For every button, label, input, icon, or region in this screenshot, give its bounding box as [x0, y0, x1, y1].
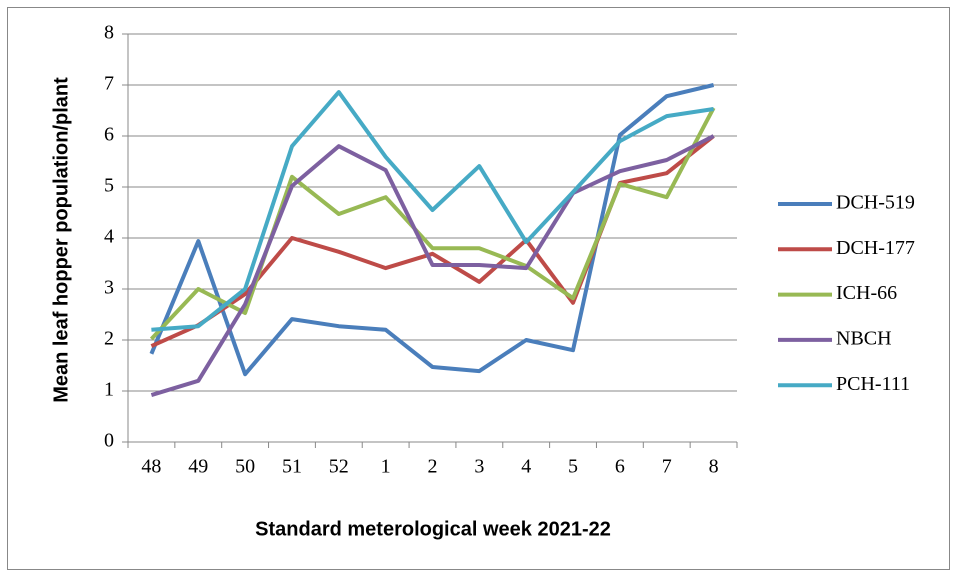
y-tick-label: 7 [104, 73, 114, 95]
x-tick-label: 48 [141, 456, 161, 478]
x-tick-label: 5 [568, 456, 578, 478]
x-tick-label: 52 [329, 456, 349, 478]
y-tick-label: 0 [104, 430, 114, 452]
x-tick-label: 2 [428, 456, 438, 478]
legend-label: DCH-519 [836, 192, 915, 214]
series-line [149, 83, 715, 377]
y-tick-label: 8 [104, 22, 114, 44]
legend-label: NBCH [836, 327, 892, 349]
x-tick-label: 1 [381, 456, 391, 478]
x-axis-title: Standard meterological week 2021-22 [255, 518, 611, 540]
y-tick-label: 5 [104, 175, 114, 197]
legend-label: DCH-177 [836, 237, 915, 259]
y-tick-label: 4 [104, 226, 114, 248]
y-tick-label: 2 [104, 328, 114, 350]
x-tick-label: 8 [709, 456, 719, 478]
y-tick-label: 6 [104, 124, 114, 146]
series-line [150, 134, 715, 398]
x-tick-label: 50 [235, 456, 255, 478]
x-tick-label: 7 [662, 456, 672, 478]
x-tick-label: 49 [188, 456, 208, 478]
legend-label: PCH-111 [836, 373, 910, 395]
y-axis-title: Mean leaf hopper population/plant [50, 77, 72, 403]
series-line [151, 90, 714, 332]
x-tick-label: 3 [474, 456, 484, 478]
x-tick-label: 6 [615, 456, 625, 478]
legend-label: ICH-66 [836, 282, 897, 304]
x-tick-label: 51 [282, 456, 302, 478]
x-tick-label: 4 [521, 456, 531, 478]
y-tick-label: 3 [104, 277, 114, 299]
series-line [149, 106, 716, 341]
y-tick-label: 1 [104, 379, 114, 401]
